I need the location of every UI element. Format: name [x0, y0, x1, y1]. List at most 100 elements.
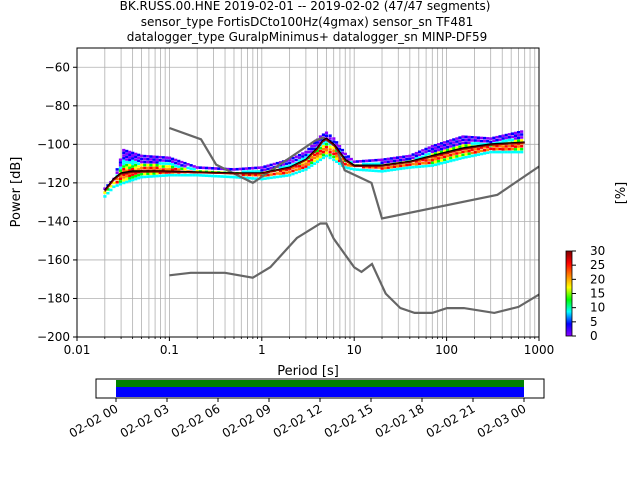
psd-density-cell [152, 155, 156, 159]
y-tick-label: −180 [37, 291, 70, 305]
psd-density-cell [122, 151, 126, 155]
psd-density-cell [269, 176, 273, 180]
psd-density-cell [318, 149, 323, 153]
psd-density-cell [315, 160, 320, 164]
psd-density-cell [486, 145, 490, 149]
psd-density-cell [161, 168, 165, 171]
psd-density-cell [220, 175, 224, 178]
psd-density-cell [492, 136, 496, 140]
psd-density-cell [140, 160, 144, 164]
psd-density-cell [365, 165, 369, 169]
psd-density-cell [155, 161, 159, 164]
psd-density-cell [343, 156, 347, 159]
psd-density-cell [155, 174, 159, 178]
psd-density-cell [164, 159, 169, 162]
psd-density-cell [335, 154, 339, 158]
psd-density-cell [430, 158, 434, 162]
psd-density-cell [134, 158, 138, 161]
psd-density-cell [174, 167, 178, 171]
psd-density-cell [424, 161, 428, 165]
colorbar-tick-label: 30 [590, 244, 605, 258]
psd-density-cell [247, 176, 252, 180]
psd-density-cell [310, 164, 314, 167]
psd-density-cell [399, 164, 403, 168]
psd-density-cell [244, 170, 249, 174]
psd-density-cell [421, 149, 425, 152]
psd-density-cell [164, 162, 169, 165]
psd-density-cell [257, 170, 261, 173]
psd-density-cell [489, 147, 493, 151]
psd-density-cell [192, 168, 196, 171]
psd-density-cell [140, 154, 144, 158]
psd-density-cell [272, 176, 276, 179]
psd-density-cell [427, 146, 431, 149]
psd-density-cell [332, 155, 336, 159]
y-tick-label: −160 [37, 253, 70, 267]
psd-density-cell [291, 172, 295, 176]
psd-density-cell [235, 176, 239, 179]
psd-density-cell [109, 184, 113, 188]
psd-density-cell [189, 167, 193, 170]
psd-density-cell [125, 166, 129, 170]
psd-density-cell [310, 144, 314, 148]
psd-density-cell [307, 153, 311, 157]
psd-density-cell [122, 157, 126, 160]
psd-density-cell [143, 166, 147, 170]
psd-density-cell [134, 172, 138, 175]
psd-density-cell [229, 167, 233, 171]
psd-density-cell [281, 174, 286, 178]
psd-density-cell [492, 150, 496, 154]
psd-density-cell [137, 173, 141, 177]
psd-density-cell [335, 160, 339, 164]
timeline-tick-label: 02-02 06 [169, 401, 223, 440]
psd-density-cell [118, 158, 123, 162]
psd-density-cell [217, 175, 221, 178]
psd-density-cell [266, 164, 270, 168]
psd-density-cell [358, 168, 363, 172]
psd-density-cell [446, 140, 450, 143]
y-tick-label: −200 [37, 330, 70, 344]
psd-density-cell [424, 159, 428, 162]
psd-density-cell [479, 143, 484, 146]
psd-density-cell [421, 158, 425, 162]
psd-density-cell [115, 177, 119, 181]
psd-density-cell [315, 157, 320, 161]
psd-density-cell [152, 174, 156, 178]
psd-density-cell [449, 153, 453, 157]
psd-density-cell [421, 152, 425, 155]
psd-density-cell [118, 174, 123, 178]
psd-density-cell [517, 145, 521, 148]
psd-density-cell [408, 163, 412, 166]
psd-density-cell [128, 163, 132, 167]
psd-density-cell [122, 173, 126, 177]
psd-density-cell [343, 152, 347, 156]
psd-density-cell [335, 152, 339, 155]
psd-density-cell [307, 156, 311, 160]
psd-density-cell [467, 152, 471, 156]
psd-density-cell [368, 169, 372, 172]
psd-density-cell [520, 133, 524, 136]
psd-density-cell [446, 157, 450, 161]
psd-density-cell [520, 130, 524, 133]
psd-density-cell [510, 135, 515, 139]
psd-density-cell [479, 139, 484, 143]
timeline-used-bar [116, 387, 524, 397]
psd-density-cell [458, 145, 462, 148]
psd-density-cell [137, 153, 141, 157]
psd-density-cell [430, 153, 434, 156]
psd-density-cell [461, 150, 465, 154]
psd-density-cell [307, 160, 311, 163]
psd-density-cell [483, 139, 487, 143]
psd-density-cell [192, 165, 196, 168]
psd-density-cell [122, 162, 126, 166]
psd-density-cell [167, 168, 172, 171]
psd-density-cell [118, 180, 123, 183]
psd-density-cell [368, 162, 372, 166]
colorbar-tick-label: 10 [590, 301, 605, 315]
psd-density-cell [167, 165, 172, 168]
psd-density-cell [146, 157, 150, 161]
psd-density-cell [349, 157, 353, 161]
psd-density-cell [263, 165, 267, 168]
psd-density-cell [223, 175, 227, 178]
psd-density-cell [473, 154, 477, 157]
